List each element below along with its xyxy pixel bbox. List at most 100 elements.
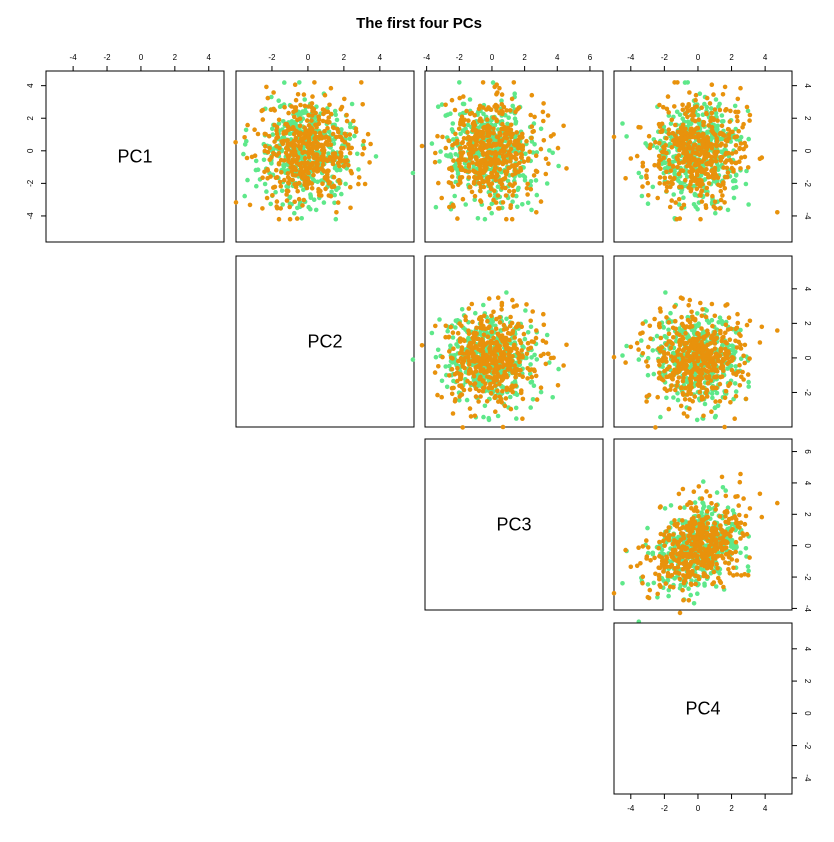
- data-point: [332, 200, 337, 206]
- data-point: [725, 174, 730, 180]
- data-point: [525, 181, 530, 187]
- data-point: [469, 189, 475, 195]
- data-point: [410, 170, 416, 176]
- data-point: [693, 92, 699, 98]
- data-point: [448, 324, 454, 330]
- data-point: [655, 394, 660, 400]
- data-point: [544, 332, 550, 338]
- data-point: [296, 180, 302, 186]
- data-point: [506, 165, 511, 171]
- data-point: [710, 395, 715, 401]
- data-point: [489, 151, 495, 156]
- data-point: [486, 385, 492, 391]
- data-point: [410, 357, 416, 362]
- data-point: [446, 138, 452, 143]
- data-point: [667, 204, 673, 210]
- data-point: [681, 411, 687, 416]
- data-point: [712, 151, 717, 156]
- data-point: [285, 171, 291, 176]
- data-point: [738, 134, 744, 140]
- data-point: [480, 80, 486, 85]
- data-point: [683, 385, 688, 391]
- data-point: [697, 183, 703, 189]
- data-point: [277, 179, 283, 185]
- data-point: [447, 373, 452, 378]
- data-point: [722, 395, 728, 401]
- data-point: [636, 347, 641, 352]
- data-point: [493, 200, 499, 205]
- data-point: [282, 177, 287, 183]
- data-point: [678, 295, 684, 301]
- data-point: [697, 389, 703, 395]
- data-point: [736, 128, 741, 134]
- data-point: [717, 206, 723, 211]
- data-point: [672, 137, 677, 143]
- chart-title: The first four PCs: [356, 15, 482, 32]
- data-point: [712, 362, 718, 368]
- data-point: [281, 163, 286, 168]
- data-point: [252, 127, 257, 132]
- data-point: [683, 358, 688, 363]
- data-point: [459, 345, 465, 350]
- data-point: [297, 123, 303, 129]
- data-point: [672, 80, 677, 85]
- data-point: [476, 388, 482, 394]
- data-point: [734, 114, 740, 119]
- data-point: [719, 123, 725, 129]
- data-point: [624, 134, 629, 139]
- data-point: [714, 136, 719, 141]
- data-point: [504, 160, 509, 165]
- data-point: [284, 138, 290, 143]
- data-point: [484, 151, 489, 157]
- data-point: [651, 580, 657, 586]
- data-point: [704, 104, 710, 110]
- data-point: [314, 169, 320, 174]
- data-point: [677, 339, 682, 345]
- data-point: [713, 210, 718, 216]
- data-point: [738, 85, 743, 91]
- data-point: [491, 130, 497, 136]
- data-point: [304, 180, 310, 186]
- data-point: [657, 140, 662, 146]
- data-point: [474, 345, 479, 350]
- data-point: [532, 352, 537, 358]
- data-point: [669, 198, 674, 203]
- data-point: [658, 309, 663, 314]
- data-point: [438, 149, 443, 154]
- data-point: [450, 335, 456, 340]
- data-point: [651, 371, 657, 377]
- data-point: [506, 115, 512, 120]
- data-point: [458, 374, 464, 380]
- data-point: [687, 358, 692, 364]
- data-point: [703, 390, 709, 396]
- data-point: [481, 302, 486, 308]
- data-point: [684, 105, 689, 110]
- data-point: [467, 111, 473, 117]
- data-point: [295, 205, 300, 211]
- panel-pc2-pc2: PC2: [235, 255, 415, 428]
- data-point: [311, 197, 317, 202]
- data-point: [495, 104, 500, 109]
- data-point: [524, 302, 529, 307]
- data-point: [309, 129, 314, 135]
- data-point: [696, 355, 702, 361]
- data-point: [720, 132, 726, 138]
- data-point: [276, 161, 282, 167]
- data-point: [696, 145, 702, 150]
- data-point: [513, 121, 518, 126]
- data-point: [298, 136, 304, 142]
- data-point: [265, 95, 271, 101]
- data-point: [515, 204, 520, 210]
- data-point: [333, 155, 339, 160]
- data-point: [555, 145, 561, 151]
- data-point: [471, 331, 476, 336]
- data-point: [455, 138, 460, 144]
- data-point: [466, 141, 471, 147]
- data-point: [460, 425, 466, 430]
- data-point: [699, 326, 704, 331]
- data-point: [694, 186, 700, 192]
- data-point: [718, 374, 723, 380]
- data-point: [479, 158, 485, 164]
- data-point: [498, 132, 503, 138]
